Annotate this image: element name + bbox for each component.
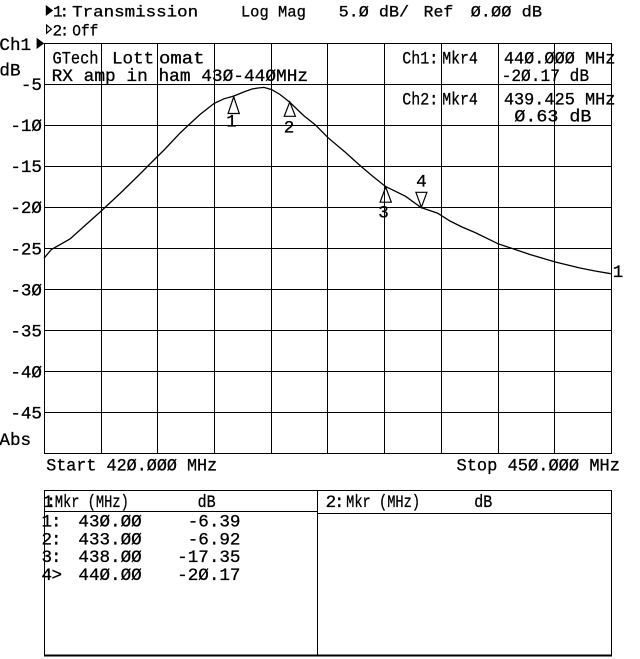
svg-text:GTech: GTech (53, 50, 99, 70)
svg-text:Mkr4: Mkr4 (442, 90, 478, 110)
svg-text:2: 2 (284, 119, 295, 139)
svg-text:-15: -15 (10, 158, 42, 178)
svg-text:44Ø.ØØ: 44Ø.ØØ (78, 566, 142, 586)
svg-text::: : (60, 22, 70, 40)
svg-text:-3Ø: -3Ø (10, 281, 42, 301)
svg-text::: : (46, 493, 57, 513)
svg-text::: : (51, 530, 62, 550)
svg-text:-4Ø: -4Ø (10, 363, 42, 383)
svg-text:Off: Off (72, 22, 98, 40)
svg-text:-2Ø: -2Ø (10, 199, 42, 219)
svg-text:Ch1: Ch1 (0, 36, 31, 56)
svg-text:4: 4 (42, 566, 53, 586)
svg-text:RX amp in ham 43Ø-44ØMHz: RX amp in ham 43Ø-44ØMHz (52, 67, 309, 87)
svg-text:-2Ø.17 dB: -2Ø.17 dB (502, 67, 589, 87)
svg-text::: : (51, 548, 62, 568)
svg-text:Ø.63 dB: Ø.63 dB (514, 108, 591, 128)
svg-text:-45: -45 (10, 405, 42, 425)
svg-text:-25: -25 (10, 240, 42, 260)
svg-text:-5: -5 (21, 76, 42, 96)
svg-text:Abs: Abs (0, 431, 31, 451)
svg-text::: : (51, 513, 62, 533)
svg-text:5.Ø dB/: 5.Ø dB/ (339, 4, 410, 22)
svg-text:2: 2 (53, 22, 63, 40)
svg-text:-6.92: -6.92 (188, 530, 241, 550)
svg-text:Ref: Ref (424, 4, 454, 22)
svg-text:Start 42Ø.ØØØ MHz: Start 42Ø.ØØØ MHz (46, 457, 217, 477)
svg-text:Transmission: Transmission (72, 4, 198, 22)
svg-text:439.425 MHz: 439.425 MHz (504, 90, 616, 110)
svg-text:Log Mag: Log Mag (241, 4, 306, 22)
svg-text:Ch2:: Ch2: (402, 90, 438, 110)
svg-text:1: 1 (226, 113, 237, 133)
svg-text:3: 3 (42, 548, 53, 568)
svg-text:1: 1 (613, 263, 624, 283)
svg-text::: : (60, 4, 70, 22)
svg-text:Mkr4: Mkr4 (442, 50, 478, 70)
svg-text:Mkr (MHz): Mkr (MHz) (55, 493, 129, 513)
svg-text:438.ØØ: 438.ØØ (78, 548, 142, 568)
svg-text:-35: -35 (10, 322, 42, 342)
svg-text:1: 1 (43, 493, 54, 513)
svg-text:1: 1 (53, 4, 63, 22)
svg-text:dB: dB (0, 62, 21, 82)
svg-text:1: 1 (42, 513, 53, 533)
svg-text:3: 3 (378, 203, 389, 223)
svg-text:-1Ø: -1Ø (10, 117, 42, 137)
svg-text:Lott: Lott (112, 50, 154, 70)
svg-text:Ø.ØØ dB: Ø.ØØ dB (471, 4, 542, 22)
svg-text:433.ØØ: 433.ØØ (78, 530, 142, 550)
svg-text:>: > (52, 566, 63, 586)
svg-text:dB: dB (198, 493, 216, 513)
svg-text:Stop 45Ø.ØØØ MHz: Stop 45Ø.ØØØ MHz (457, 457, 621, 477)
svg-text:-2Ø.17: -2Ø.17 (177, 566, 240, 586)
svg-text::: : (334, 493, 345, 513)
svg-text:4: 4 (416, 172, 427, 192)
svg-text:43Ø.ØØ: 43Ø.ØØ (78, 513, 142, 533)
svg-text:dB: dB (474, 493, 492, 513)
svg-text:Mkr (MHz): Mkr (MHz) (346, 493, 420, 513)
svg-text:Ch1:: Ch1: (402, 50, 438, 70)
svg-text:44Ø.ØØØ MHz: 44Ø.ØØØ MHz (504, 50, 616, 70)
svg-text:omat: omat (159, 50, 205, 70)
svg-text:-17.35: -17.35 (177, 548, 240, 568)
svg-text:-6.39: -6.39 (188, 513, 241, 533)
svg-text:2: 2 (42, 530, 53, 550)
svg-text:2: 2 (326, 493, 337, 513)
